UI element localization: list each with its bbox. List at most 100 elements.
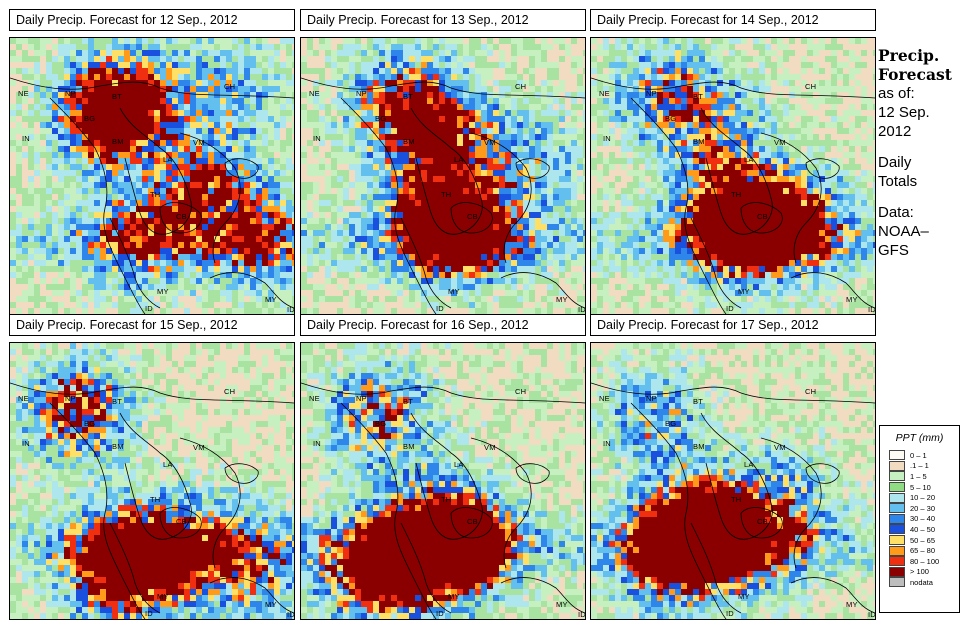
country-label-in: IN	[603, 439, 611, 448]
as-of-label: as of:	[878, 85, 915, 102]
legend-title: PPT (mm)	[895, 432, 944, 444]
country-label-ch: CH	[224, 82, 236, 91]
country-label-ch: CH	[515, 82, 527, 91]
country-label-id2: ID	[287, 305, 295, 314]
country-label-in: IN	[313, 134, 321, 143]
panel-title: Daily Precip. Forecast for 12 Sep., 2012	[9, 9, 295, 31]
country-label-id: ID	[726, 304, 734, 313]
precip-map: NE NP BT BG IN CH BM VM LA TH CB MY MY ID ID	[9, 342, 295, 620]
legend-item: 65 – 80	[889, 545, 959, 556]
country-label-in: IN	[22, 439, 30, 448]
country-label-in: IN	[603, 134, 611, 143]
country-label-th: TH	[731, 190, 742, 199]
country-label-ne: NE	[599, 89, 610, 98]
country-label-my: MY	[157, 592, 169, 601]
legend-swatch	[889, 450, 905, 461]
forecast-panel-13-sep: Daily Precip. Forecast for 13 Sep., 2012…	[300, 9, 586, 315]
country-label-my2: MY	[265, 600, 277, 609]
legend-item: 40 – 50	[889, 524, 959, 535]
panel-title: Daily Precip. Forecast for 13 Sep., 2012	[300, 9, 586, 31]
legend-item: 50 – 65	[889, 535, 959, 546]
map-canvas	[591, 38, 875, 314]
country-label-cb: CB	[757, 212, 768, 221]
data-source-line2: GFS	[878, 242, 909, 259]
country-label-np: NP	[65, 394, 76, 403]
country-label-bd: BG	[665, 419, 677, 428]
country-label-id2: ID	[578, 610, 586, 619]
country-label-bm: BM	[693, 442, 705, 451]
country-label-my: MY	[448, 287, 460, 296]
legend-item: > 100	[889, 566, 959, 578]
legend-label: 50 – 65	[910, 535, 936, 545]
precip-map: NE NP BT BG IN CH BM VM LA TH CB MY MY ID ID	[9, 37, 295, 315]
country-label-my: MY	[448, 592, 460, 601]
legend-swatch	[889, 556, 905, 567]
country-label-my2: MY	[846, 295, 858, 304]
country-label-np: NP	[65, 89, 76, 98]
legend-label: > 100	[910, 567, 929, 577]
country-label-la: LA	[454, 460, 464, 469]
country-label-bm: BM	[112, 442, 124, 451]
country-label-my: MY	[157, 287, 169, 296]
country-label-my: MY	[738, 592, 750, 601]
data-label: Data:	[878, 204, 914, 221]
country-label-bd: BG	[375, 114, 387, 123]
country-label-my2: MY	[265, 295, 277, 304]
forecast-panel-12-sep: Daily Precip. Forecast for 12 Sep., 2012…	[9, 9, 295, 315]
country-label-in: IN	[313, 439, 321, 448]
legend-label: 10 – 20	[910, 493, 936, 503]
map-canvas	[10, 38, 294, 314]
country-label-th: TH	[441, 190, 452, 199]
country-label-ne: NE	[599, 394, 610, 403]
country-label-in: IN	[22, 134, 30, 143]
country-label-bd: BG	[84, 419, 96, 428]
panel-title: Daily Precip. Forecast for 14 Sep., 2012	[590, 9, 876, 31]
panel-title: Daily Precip. Forecast for 15 Sep., 2012	[9, 314, 295, 336]
country-label-ch: CH	[515, 387, 527, 396]
map-canvas	[591, 343, 875, 619]
country-label-bt: BT	[693, 92, 703, 101]
country-label-ne: NE	[18, 89, 29, 98]
legend-swatch	[889, 471, 905, 482]
legend-item: 10 – 20	[889, 492, 959, 503]
country-label-ch: CH	[224, 387, 236, 396]
legend-label: 20 – 30	[910, 503, 936, 513]
country-label-my: MY	[738, 287, 750, 296]
country-label-bm: BM	[112, 137, 124, 146]
legend-item: 5 – 10	[889, 482, 959, 493]
country-label-ne: NE	[309, 394, 320, 403]
as-of-date: 12 Sep.	[878, 104, 930, 121]
country-label-np: NP	[356, 394, 367, 403]
legend-label: 5 – 10	[910, 482, 931, 492]
forecast-panel-16-sep: Daily Precip. Forecast for 16 Sep., 2012…	[300, 314, 586, 620]
country-label-th: TH	[150, 190, 161, 199]
panel-title: Daily Precip. Forecast for 16 Sep., 2012	[300, 314, 586, 336]
country-label-bt: BT	[112, 92, 122, 101]
legend-swatch	[889, 482, 905, 493]
totals-label: Totals	[878, 173, 918, 190]
country-label-id2: ID	[868, 610, 876, 619]
country-label-bm: BM	[403, 442, 415, 451]
country-label-vm: VM	[774, 443, 786, 452]
country-label-bm: BM	[403, 137, 415, 146]
country-label-vm: VM	[193, 138, 205, 147]
country-label-ne: NE	[309, 89, 320, 98]
country-label-la: LA	[454, 155, 464, 164]
country-label-la: LA	[744, 460, 754, 469]
country-label-np: NP	[356, 89, 367, 98]
country-label-cb: CB	[467, 212, 478, 221]
country-label-cb: CB	[757, 517, 768, 526]
country-label-id: ID	[436, 609, 444, 618]
sidebar-title-line2: Forecast	[878, 65, 952, 84]
panel-title: Daily Precip. Forecast for 17 Sep., 2012	[590, 314, 876, 336]
map-canvas	[10, 343, 294, 619]
country-label-id: ID	[726, 609, 734, 618]
legend-label: 0 – 1	[910, 450, 927, 460]
precip-map: NE NP BT BG IN CH BM VM LA TH CB MY MY ID ID	[300, 37, 586, 315]
country-label-vm: VM	[484, 138, 496, 147]
forecast-panel-15-sep: Daily Precip. Forecast for 15 Sep., 2012…	[9, 314, 295, 620]
country-label-th: TH	[731, 495, 742, 504]
forecast-panel-14-sep: Daily Precip. Forecast for 14 Sep., 2012…	[590, 9, 876, 315]
country-label-cb: CB	[467, 517, 478, 526]
